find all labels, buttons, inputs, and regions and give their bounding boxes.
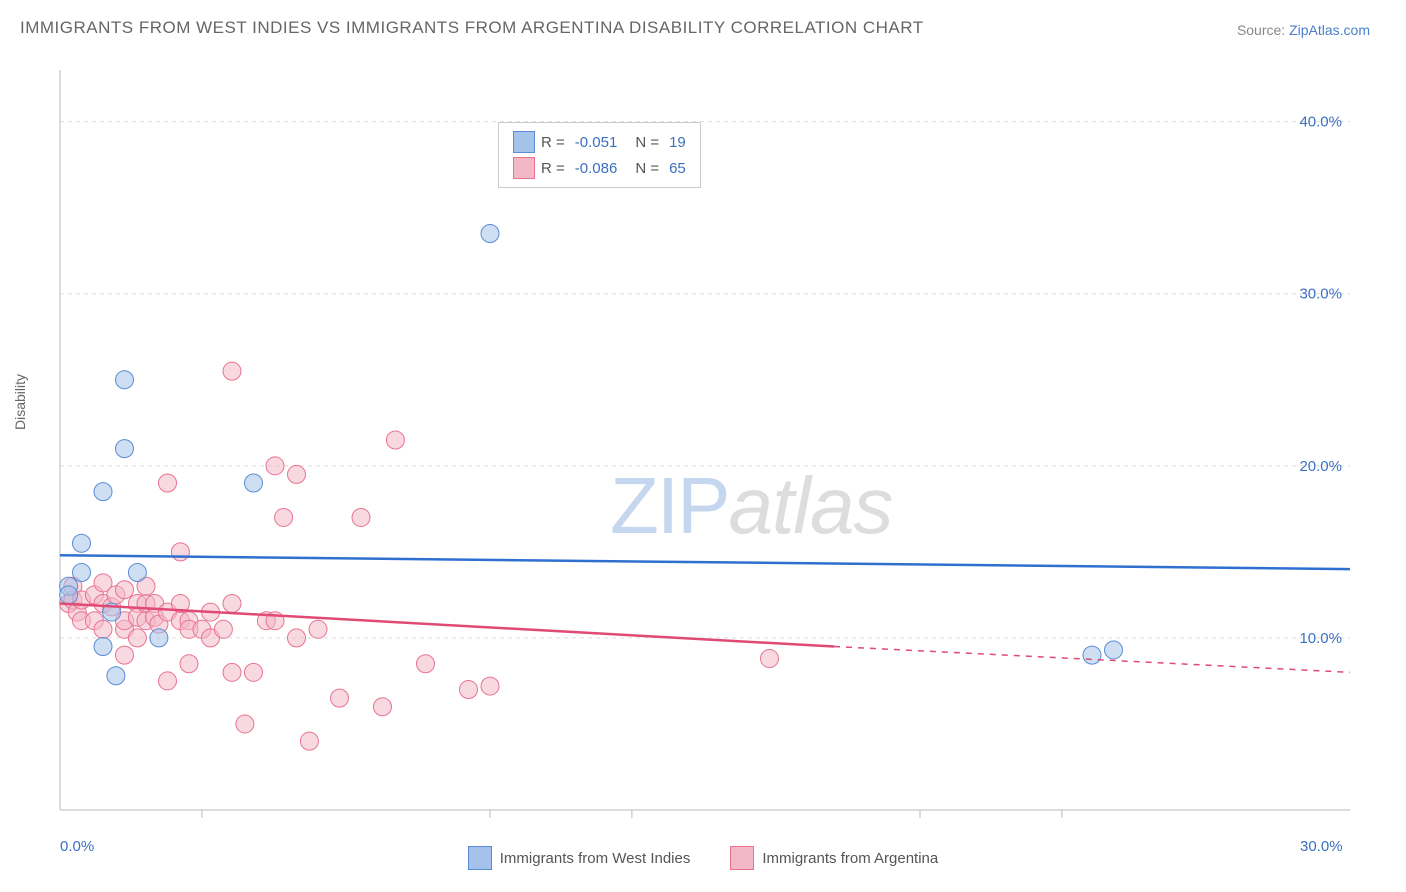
svg-text:30.0%: 30.0% <box>1299 286 1342 303</box>
stats-row-2: R = -0.086 N = 65 <box>513 155 686 181</box>
bottom-legend: Immigrants from West Indies Immigrants f… <box>0 846 1406 870</box>
stats-n-label-2: N = <box>635 160 659 177</box>
source-prefix: Source: <box>1237 22 1289 38</box>
stats-swatch-1 <box>513 131 535 153</box>
legend-item-1: Immigrants from West Indies <box>468 846 691 870</box>
legend-label-1: Immigrants from West Indies <box>500 850 691 867</box>
chart-title: IMMIGRANTS FROM WEST INDIES VS IMMIGRANT… <box>20 18 924 38</box>
svg-text:10.0%: 10.0% <box>1299 630 1342 647</box>
legend-swatch-2 <box>730 846 754 870</box>
stats-r-label-2: R = <box>541 160 565 177</box>
legend-item-2: Immigrants from Argentina <box>730 846 938 870</box>
stats-row-1: R = -0.051 N = 19 <box>513 129 686 155</box>
source-attribution: Source: ZipAtlas.com <box>1237 22 1370 38</box>
stats-n-val-2: 65 <box>669 160 686 177</box>
stats-swatch-2 <box>513 157 535 179</box>
svg-text:20.0%: 20.0% <box>1299 458 1342 475</box>
scatter-chart-svg: 10.0% 20.0% 30.0% 40.0% <box>50 60 1360 820</box>
stats-box: R = -0.051 N = 19 R = -0.086 N = 65 <box>498 122 701 188</box>
chart-area: 10.0%20.0%30.0%40.0% ZIPatlas R = -0.051… <box>50 60 1360 820</box>
stats-r-val-2: -0.086 <box>575 160 618 177</box>
legend-swatch-1 <box>468 846 492 870</box>
stats-r-val-1: -0.051 <box>575 134 618 151</box>
stats-n-label-1: N = <box>635 134 659 151</box>
stats-n-val-1: 19 <box>669 134 686 151</box>
source-link[interactable]: ZipAtlas.com <box>1289 22 1370 38</box>
stats-r-label-1: R = <box>541 134 565 151</box>
legend-label-2: Immigrants from Argentina <box>762 850 938 867</box>
svg-text:40.0%: 40.0% <box>1299 114 1342 131</box>
y-axis-label: Disability <box>12 374 28 430</box>
